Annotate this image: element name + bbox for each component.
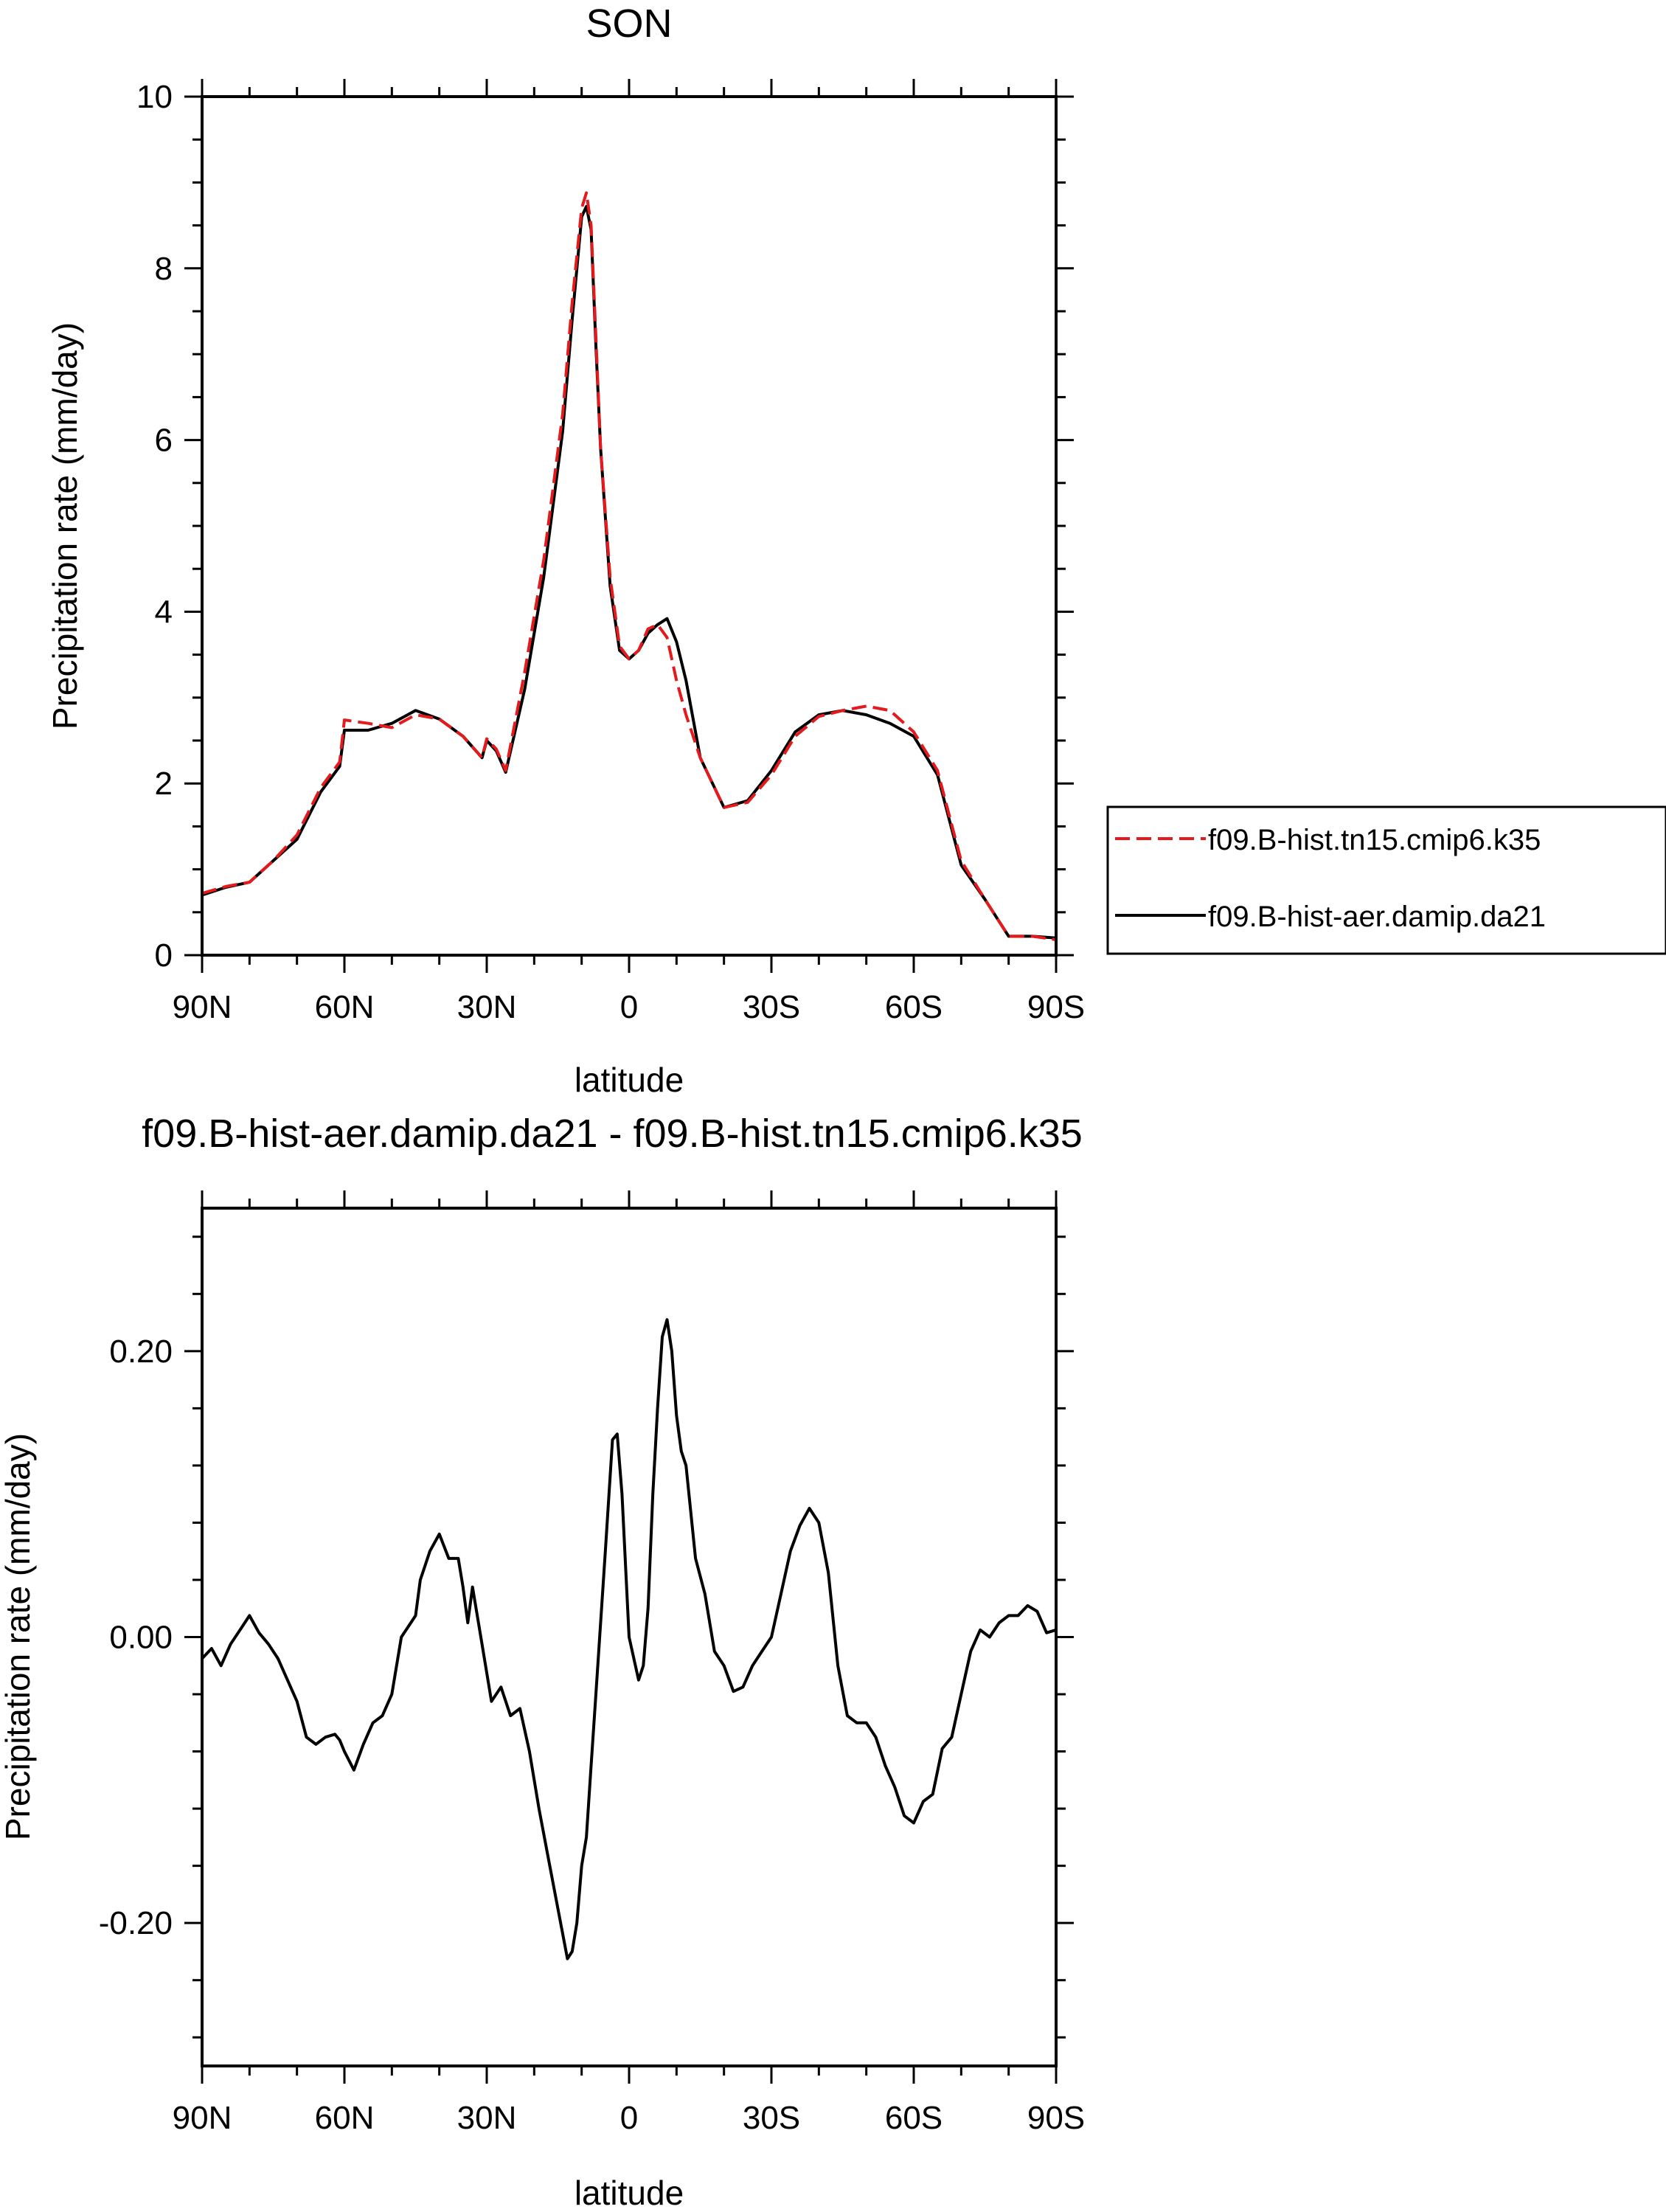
- panel2-x-tick-label: 30N: [457, 2100, 517, 2136]
- panel2-y-tick-label: 0.20: [109, 1334, 173, 1370]
- panel1-x-tick-label: 90S: [1027, 989, 1085, 1025]
- panel2-x-axis-label: latitude: [575, 2174, 684, 2208]
- panel1-x-axis-label: latitude: [575, 1061, 684, 1099]
- panel1-x-tick-label: 60S: [885, 989, 943, 1025]
- panel1-y-tick-label: 6: [155, 423, 173, 459]
- panel2-series-line: [201, 1318, 1058, 1960]
- panel2-x-tick-label: 30S: [743, 2100, 800, 2136]
- legend-label-tn15: f09.B-hist.tn15.cmip6.k35: [1208, 824, 1541, 856]
- legend-box: [1106, 805, 1666, 955]
- panel1-plot-area: [201, 191, 1058, 941]
- panel2-frame: [201, 1207, 1058, 2067]
- panel1-y-tick-label: 0: [155, 937, 173, 974]
- panel1-x-tick-label: 30N: [457, 989, 517, 1025]
- panel1-series-line: [201, 191, 1057, 941]
- panel2-y-tick-label: 0.00: [109, 1620, 173, 1656]
- panel2-x-tick-label: 0: [620, 2100, 638, 2136]
- panel2-title: f09.B-hist-aer.damip.da21 - f09.B-hist.t…: [142, 1112, 1083, 1156]
- panel1-y-tick-label: 8: [155, 251, 173, 287]
- legend-label-aer: f09.B-hist-aer.damip.da21: [1208, 901, 1546, 933]
- panel1-ticks: 90N 60N 30N 0 30S 60S 90S 0 2 4 6 8 10: [136, 79, 1085, 1025]
- panel1-series-line: [201, 205, 1058, 940]
- panel1-y-tick-label: 4: [155, 594, 173, 630]
- legend: f09.B-hist.tn15.cmip6.k35 f09.B-hist-aer…: [1106, 805, 1666, 955]
- panel1-y-tick-label: 2: [155, 766, 173, 802]
- panel1-frame: [201, 95, 1058, 957]
- panel2-plot-area: [201, 1318, 1058, 1960]
- panel2-y-tick-label: -0.20: [99, 1905, 173, 1941]
- panel1-x-tick-label: 60N: [315, 989, 375, 1025]
- panel1-x-tick-label: 90N: [173, 989, 232, 1025]
- panel2-ticks: 90N 60N 30N 0 30S 60S 90S -0.20 0.00 0.20: [99, 1190, 1085, 2136]
- panel1-x-tick-label: 0: [620, 989, 638, 1025]
- panel1-y-tick-label: 10: [136, 79, 173, 115]
- panel2-x-tick-label: 60S: [885, 2100, 943, 2136]
- panel-difference: f09.B-hist-aer.damip.da21 - f09.B-hist.t…: [0, 1112, 1085, 2212]
- panel1-title: SON: [586, 1, 672, 46]
- panel2-x-tick-label: 90S: [1027, 2100, 1085, 2136]
- panel2-y-axis-label: Precipitation rate (mm/day): [0, 1433, 37, 1840]
- panel2-x-tick-label: 90N: [173, 2100, 232, 2136]
- panel1-x-tick-label: 30S: [743, 989, 800, 1025]
- panel1-y-axis-label: Precipitation rate (mm/day): [46, 322, 84, 729]
- panel2-x-tick-label: 60N: [315, 2100, 375, 2136]
